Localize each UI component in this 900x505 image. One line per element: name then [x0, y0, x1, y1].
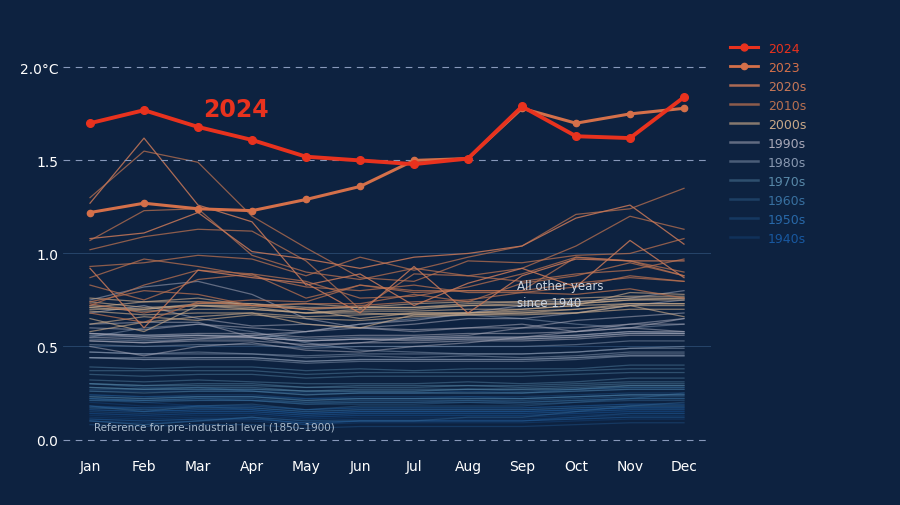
Text: All other years
since 1940: All other years since 1940 — [517, 279, 603, 309]
Text: 2024: 2024 — [203, 97, 269, 122]
Text: Reference for pre-industrial level (1850–1900): Reference for pre-industrial level (1850… — [94, 422, 335, 432]
Legend: 2024, 2023, 2020s, 2010s, 2000s, 1990s, 1980s, 1970s, 1960s, 1950s, 1940s: 2024, 2023, 2020s, 2010s, 2000s, 1990s, … — [730, 42, 806, 245]
